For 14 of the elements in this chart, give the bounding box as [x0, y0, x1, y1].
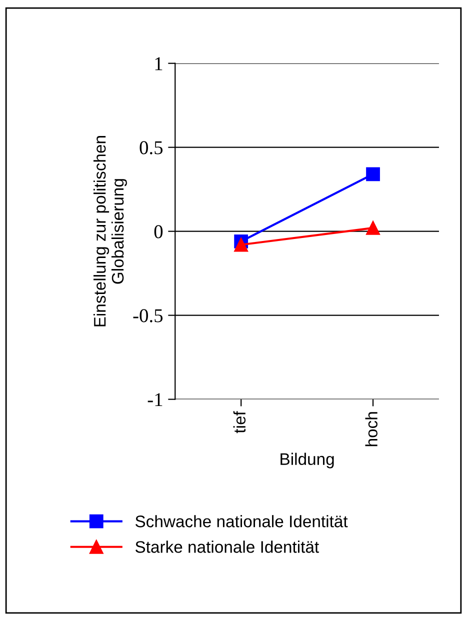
y-tick-label: 0.5 [140, 141, 163, 154]
y-tick-label: 0 [154, 225, 163, 238]
x-tick-label: tief [233, 411, 246, 434]
x-tick-label: hoch [365, 412, 378, 446]
x-axis-title: Bildung [280, 452, 334, 468]
y-axis-title: Einstellung zur politischen Globalisierung [93, 136, 127, 326]
point [234, 238, 248, 252]
y-tick-label: -0.5 [133, 309, 163, 322]
point [366, 221, 380, 235]
y-tick-label: 1 [155, 57, 162, 70]
legend-label: Schwache nationale Identität [135, 515, 348, 528]
legend-label: Starke nationale Identität [135, 540, 319, 553]
y-tick-label: -1 [148, 393, 162, 406]
point [366, 167, 380, 182]
